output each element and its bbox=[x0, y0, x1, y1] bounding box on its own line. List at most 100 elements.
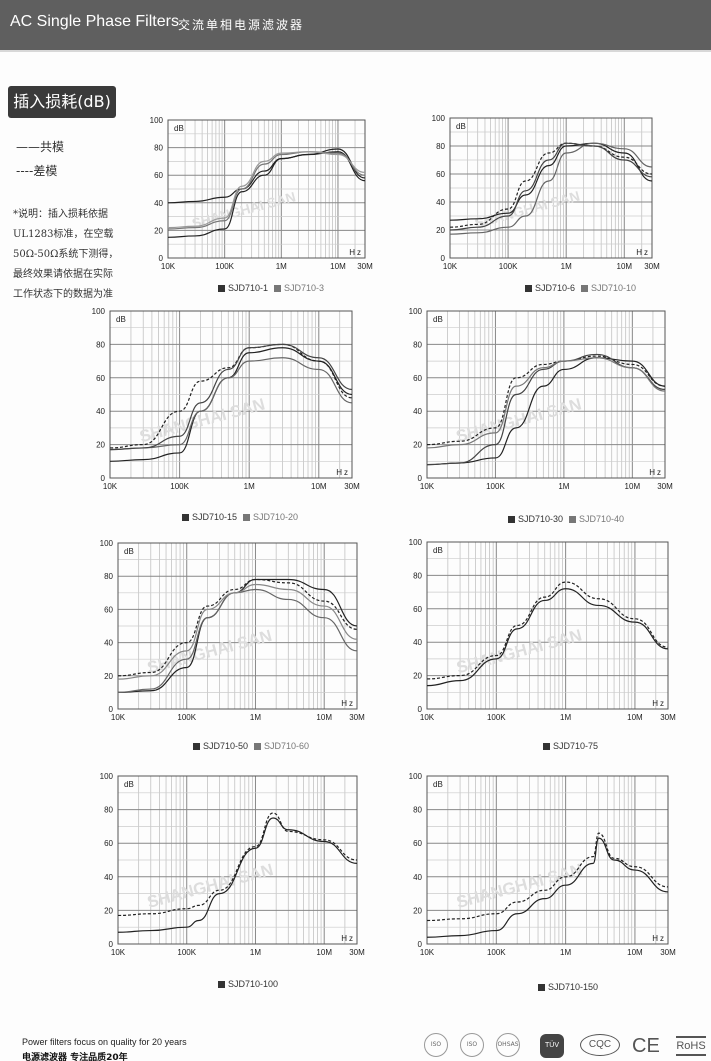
y-tick-label: 0 bbox=[159, 254, 164, 263]
x-tick-label: 10K bbox=[443, 262, 458, 271]
x-tick-label: 10M bbox=[627, 948, 643, 957]
y-tick-label: 100 bbox=[100, 539, 114, 548]
y-tick-label: 80 bbox=[104, 572, 113, 581]
legend-differential-mode: ----差模 bbox=[16, 164, 58, 178]
legend-label: SJD710-100 bbox=[228, 979, 279, 989]
x-tick-label: 10M bbox=[625, 482, 641, 491]
series-line bbox=[117, 578, 358, 677]
y-tick-label: 60 bbox=[154, 171, 163, 180]
y-axis-unit: dB bbox=[116, 315, 126, 324]
x-tick-label: 1M bbox=[250, 948, 261, 957]
y-tick-label: 100 bbox=[409, 772, 423, 781]
x-axis-unit: Hz bbox=[349, 248, 363, 257]
series-line bbox=[426, 353, 666, 466]
legend-swatch bbox=[243, 514, 251, 521]
x-tick-label: 100K bbox=[487, 948, 506, 957]
legend-swatch bbox=[525, 285, 532, 292]
ce-logo: CE bbox=[632, 1035, 660, 1057]
y-tick-label: 60 bbox=[413, 374, 422, 383]
series-line bbox=[426, 588, 669, 687]
legend-label: SJD710-15 bbox=[192, 512, 238, 522]
legend-swatch bbox=[254, 743, 262, 750]
y-tick-label: 80 bbox=[413, 571, 422, 580]
x-tick-label: 30M bbox=[357, 262, 373, 271]
series-line bbox=[117, 583, 358, 680]
x-tick-label: 10M bbox=[316, 948, 332, 957]
y-tick-label: 0 bbox=[418, 474, 423, 483]
legend-label: SJD710-50 bbox=[203, 741, 249, 751]
x-tick-label: 10M bbox=[311, 482, 327, 491]
y-tick-label: 40 bbox=[413, 873, 422, 882]
x-tick-label: 30M bbox=[344, 482, 360, 491]
x-axis-unit: Hz bbox=[336, 468, 350, 477]
footer-slogan-cn: 电源滤波器 专注品质20年 bbox=[22, 1053, 128, 1061]
x-tick-label: 10K bbox=[420, 482, 435, 491]
y-tick-label: 80 bbox=[436, 142, 445, 151]
chart-legend: SJD710-6 SJD710-10 bbox=[519, 283, 636, 293]
plot-frame bbox=[167, 119, 366, 259]
legend-swatch bbox=[508, 516, 515, 523]
x-tick-label: 10K bbox=[111, 713, 126, 722]
y-tick-label: 40 bbox=[413, 638, 422, 647]
y-tick-label: 20 bbox=[413, 441, 422, 450]
x-axis-unit: Hz bbox=[341, 934, 355, 943]
footer-slogan-en: Power filters focus on quality for 20 ye… bbox=[22, 1037, 187, 1047]
series-line bbox=[167, 151, 366, 230]
legend-label: SJD710-60 bbox=[264, 741, 310, 751]
section-title: 插入损耗(dB) bbox=[8, 86, 116, 118]
x-tick-label: 100K bbox=[486, 482, 505, 491]
plot-frame bbox=[426, 541, 669, 710]
x-tick-label: 10M bbox=[330, 262, 346, 271]
legend-label: SJD710-20 bbox=[253, 512, 299, 522]
y-tick-label: 80 bbox=[96, 340, 105, 349]
y-tick-label: 0 bbox=[101, 474, 106, 483]
y-tick-label: 60 bbox=[413, 605, 422, 614]
header-bar: AC Single Phase Filters 交流单相电源滤波器 bbox=[0, 0, 711, 52]
tuv-logo: TÜV bbox=[540, 1034, 564, 1058]
x-tick-label: 1M bbox=[244, 482, 255, 491]
y-tick-label: 60 bbox=[104, 605, 113, 614]
y-tick-label: 40 bbox=[96, 407, 105, 416]
y-tick-label: 80 bbox=[413, 340, 422, 349]
series-line bbox=[449, 142, 653, 231]
x-axis-unit: Hz bbox=[652, 699, 666, 708]
legend-swatch bbox=[543, 743, 550, 750]
x-tick-label: 30M bbox=[660, 713, 676, 722]
chart-legend: SJD710-50 SJD710-60 bbox=[187, 741, 309, 751]
x-tick-label: 10K bbox=[420, 948, 435, 957]
plot-frame bbox=[426, 310, 666, 479]
y-tick-label: 0 bbox=[109, 940, 114, 949]
y-axis-unit: dB bbox=[124, 780, 134, 789]
y-tick-label: 60 bbox=[104, 839, 113, 848]
y-tick-label: 40 bbox=[436, 198, 445, 207]
x-axis-unit: Hz bbox=[652, 934, 666, 943]
chart-legend: SJD710-1 SJD710-3 bbox=[212, 283, 324, 293]
y-tick-label: 40 bbox=[104, 639, 113, 648]
x-tick-label: 10M bbox=[627, 713, 643, 722]
ohsas-logo: OHSAS 18001 bbox=[496, 1033, 520, 1057]
legend-label: SJD710-6 bbox=[535, 283, 576, 293]
x-tick-label: 1M bbox=[560, 713, 571, 722]
watermark: SHANGHAI SAN bbox=[454, 860, 584, 912]
series-line bbox=[426, 832, 669, 922]
y-tick-label: 60 bbox=[96, 374, 105, 383]
chart-legend: SJD710-150 bbox=[532, 982, 598, 992]
series-line bbox=[109, 357, 353, 451]
chart-legend: SJD710-100 bbox=[212, 979, 278, 989]
cqc-logo: CQC bbox=[580, 1034, 620, 1056]
x-tick-label: 100K bbox=[499, 262, 518, 271]
y-tick-label: 20 bbox=[154, 226, 163, 235]
y-axis-unit: dB bbox=[433, 780, 443, 789]
legend-swatch bbox=[182, 514, 189, 521]
y-tick-label: 80 bbox=[154, 144, 163, 153]
x-tick-label: 10K bbox=[420, 713, 435, 722]
legend-swatch bbox=[218, 981, 225, 988]
legend-swatch bbox=[218, 285, 225, 292]
x-tick-label: 1M bbox=[558, 482, 569, 491]
measurement-note: *说明：插入损耗依据 UL1283标准，在空载 50Ω-50Ω系统下测得， 最终… bbox=[13, 205, 133, 305]
